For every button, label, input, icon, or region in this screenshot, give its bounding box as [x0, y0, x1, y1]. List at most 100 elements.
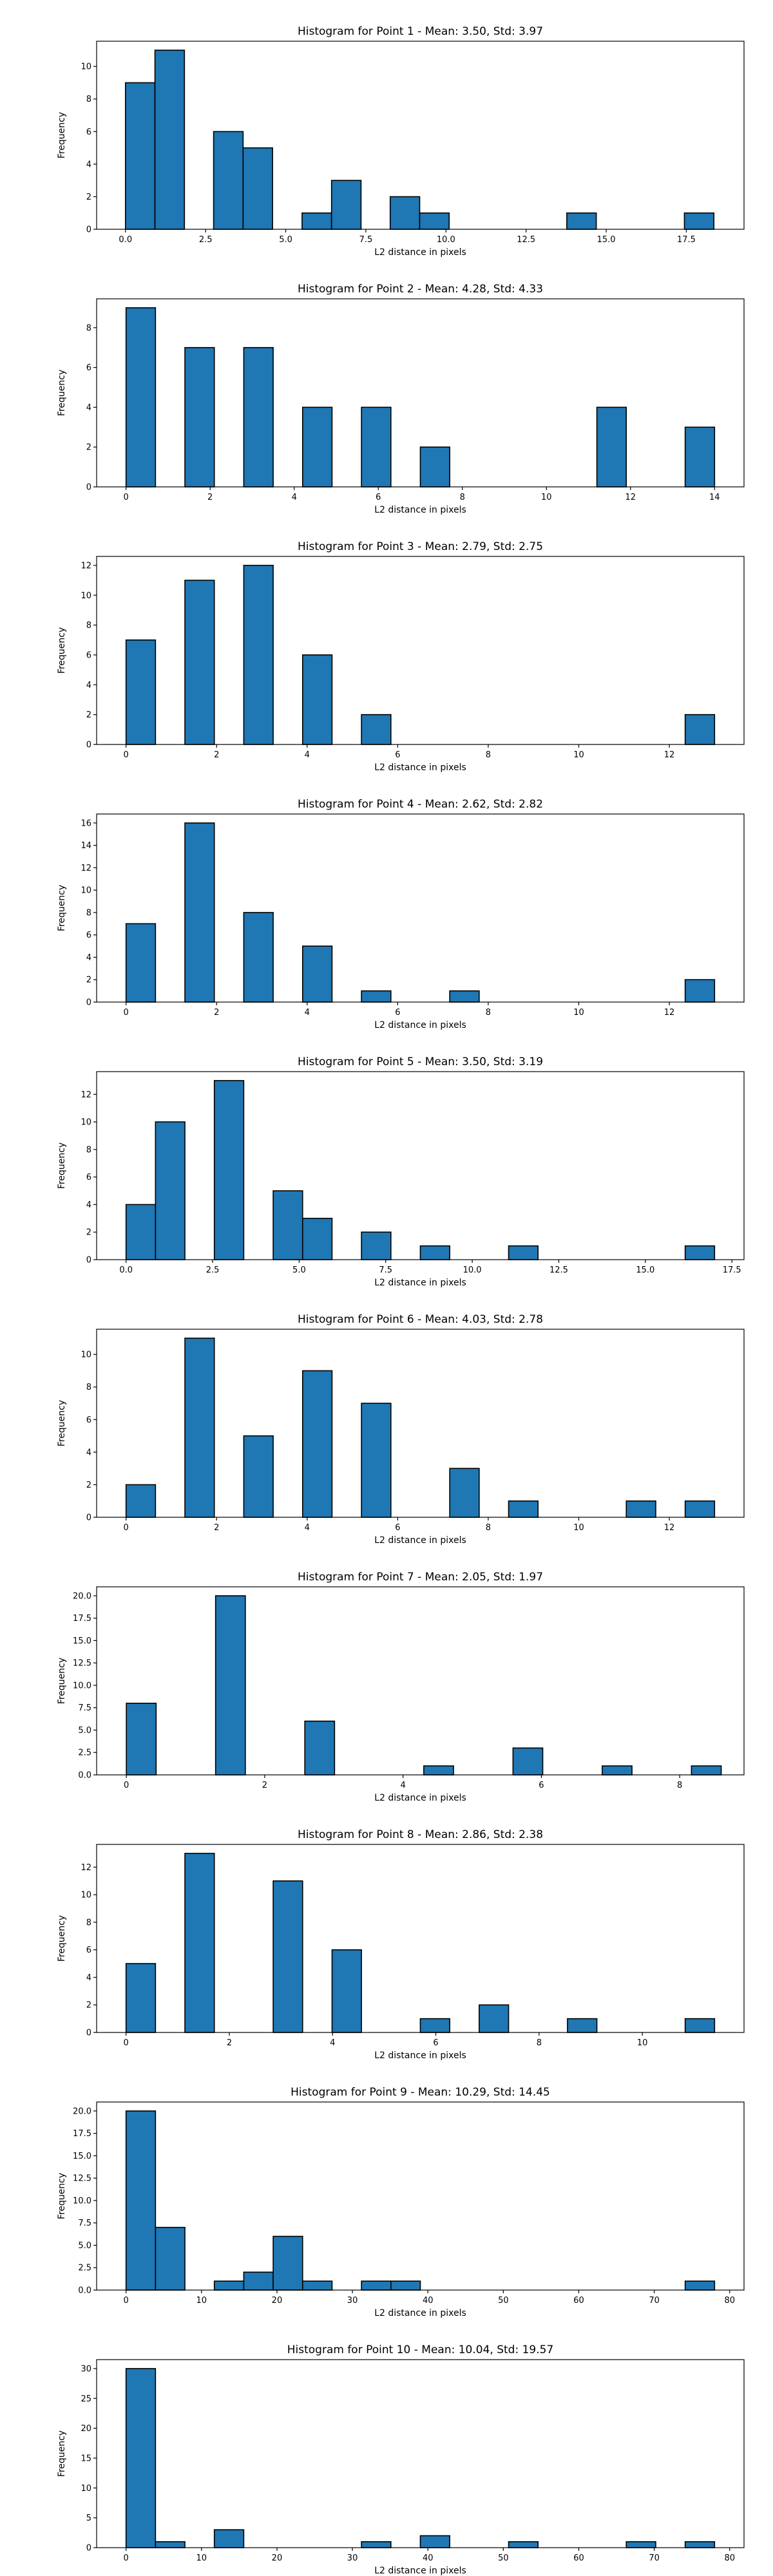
- y-tick-label: 8: [86, 323, 91, 333]
- y-tick-label: 10: [81, 591, 91, 601]
- x-tick-label: 4: [305, 750, 310, 760]
- x-tick-label: 0.0: [119, 1265, 133, 1275]
- x-tick-label: 10: [196, 2553, 207, 2563]
- y-tick-label: 0.0: [78, 1771, 91, 1781]
- chart-title: Histogram for Point 9 - Mean: 10.29, Std…: [291, 2086, 550, 2099]
- x-tick-label: 0.0: [119, 235, 132, 245]
- axes-frame: [96, 2359, 745, 2548]
- histogram-bar: [155, 2541, 186, 2548]
- histogram-bar: [301, 1370, 333, 1518]
- x-tick-label: 17.5: [677, 235, 696, 245]
- y-tick-label: 12: [81, 1863, 91, 1873]
- y-axis-label: Frequency: [57, 112, 67, 158]
- histogram-bar: [124, 82, 156, 230]
- histogram-bar: [691, 1765, 722, 1776]
- x-tick-label: 2: [262, 1781, 267, 1790]
- histogram-panel-9: Histogram for Point 9 - Mean: 10.29, Std…: [57, 2086, 745, 2318]
- y-tick-label: 15: [81, 2454, 91, 2463]
- x-tick-label: 17.5: [723, 1265, 741, 1275]
- y-tick-label: 6: [86, 931, 91, 940]
- histogram-panel-2: Histogram for Point 2 - Mean: 4.28, Std:…: [57, 283, 745, 515]
- histogram-bar: [125, 1484, 157, 1518]
- x-tick-label: 60: [573, 2553, 584, 2563]
- x-axis-label: L2 distance in pixels: [374, 2308, 466, 2318]
- histogram-bar: [242, 147, 273, 230]
- x-tick-label: 70: [649, 2553, 660, 2563]
- x-tick-label: 40: [423, 2296, 434, 2306]
- histogram-panel-4: Histogram for Point 4 - Mean: 2.62, Std:…: [57, 798, 745, 1030]
- x-tick-label: 2: [207, 493, 213, 502]
- histogram-bar: [184, 1853, 215, 2033]
- y-tick-label: 15.0: [73, 2152, 91, 2161]
- x-tick-label: 10: [573, 1523, 584, 1533]
- histogram-bar: [125, 639, 157, 745]
- y-axis-label: Frequency: [57, 2430, 67, 2477]
- histogram-bar: [625, 2541, 656, 2548]
- axes-frame: [96, 298, 745, 488]
- x-tick-label: 10: [573, 750, 584, 760]
- x-tick-label: 8: [486, 750, 491, 760]
- histogram-bar: [184, 822, 215, 1003]
- x-tick-label: 15.0: [597, 235, 616, 245]
- histogram-bar: [361, 990, 392, 1003]
- chart-title: Histogram for Point 10 - Mean: 10.04, St…: [287, 2344, 554, 2356]
- y-axis-label: Frequency: [57, 1400, 67, 1446]
- x-tick-label: 15.0: [636, 1265, 654, 1275]
- y-tick-label: 4: [86, 1973, 91, 1983]
- histogram-bar: [155, 1121, 186, 1260]
- histogram-bar: [684, 1245, 716, 1260]
- x-tick-label: 0: [124, 1008, 129, 1018]
- y-tick-label: 2: [86, 710, 91, 720]
- y-tick-label: 0: [86, 1513, 91, 1523]
- histogram-bar: [361, 714, 392, 745]
- x-tick-label: 4: [330, 2038, 335, 2048]
- x-tick-label: 0: [124, 1781, 129, 1790]
- histogram-bar: [154, 50, 186, 230]
- x-tick-label: 40: [423, 2553, 434, 2563]
- x-tick-label: 12: [625, 493, 636, 502]
- y-tick-label: 2: [86, 2001, 91, 2011]
- histogram-bar: [272, 2235, 303, 2291]
- y-tick-label: 12.5: [73, 2174, 91, 2184]
- histogram-bar: [508, 2541, 539, 2548]
- histogram-bar: [213, 1080, 245, 1260]
- y-tick-label: 10: [81, 2484, 91, 2494]
- histogram-panel-10: Histogram for Point 10 - Mean: 10.04, St…: [57, 2344, 745, 2576]
- y-tick-label: 15.0: [73, 1636, 91, 1646]
- x-axis-label: L2 distance in pixels: [374, 1278, 466, 1288]
- y-tick-label: 0: [86, 2029, 91, 2038]
- y-tick-label: 10: [81, 62, 91, 72]
- histogram-panel-7: Histogram for Point 7 - Mean: 2.05, Std:…: [57, 1571, 745, 1803]
- y-tick-label: 6: [86, 1416, 91, 1425]
- y-tick-label: 10: [81, 1118, 91, 1128]
- x-tick-label: 6: [433, 2038, 438, 2048]
- histogram-bar: [625, 1500, 656, 1518]
- y-axis-label: Frequency: [57, 1142, 67, 1189]
- histogram-bar: [684, 979, 716, 1003]
- x-tick-label: 10.0: [437, 235, 455, 245]
- histogram-bar: [301, 654, 333, 745]
- x-tick-label: 0: [124, 493, 129, 502]
- histogram-bar: [449, 990, 480, 1003]
- histogram-panel-6: Histogram for Point 6 - Mean: 4.03, Std:…: [57, 1313, 745, 1546]
- y-tick-label: 12.5: [73, 1659, 91, 1669]
- x-tick-label: 10: [573, 1008, 584, 1018]
- x-tick-label: 4: [305, 1523, 310, 1533]
- x-tick-label: 70: [649, 2296, 660, 2306]
- x-tick-label: 20: [272, 2553, 283, 2563]
- histogram-bar: [508, 1245, 539, 1260]
- histogram-bar: [684, 2541, 716, 2548]
- y-tick-label: 0: [86, 2544, 91, 2553]
- histogram-bar: [301, 2280, 333, 2291]
- x-tick-label: 20: [272, 2296, 283, 2306]
- histogram-bar: [331, 1949, 362, 2033]
- y-tick-label: 0: [86, 225, 91, 235]
- x-tick-label: 50: [498, 2296, 509, 2306]
- x-tick-label: 60: [573, 2296, 584, 2306]
- histogram-bar: [301, 406, 333, 488]
- y-tick-label: 8: [86, 908, 91, 918]
- histogram-bar: [272, 1880, 303, 2033]
- histogram-panel-8: Histogram for Point 8 - Mean: 2.86, Std:…: [57, 1828, 745, 2061]
